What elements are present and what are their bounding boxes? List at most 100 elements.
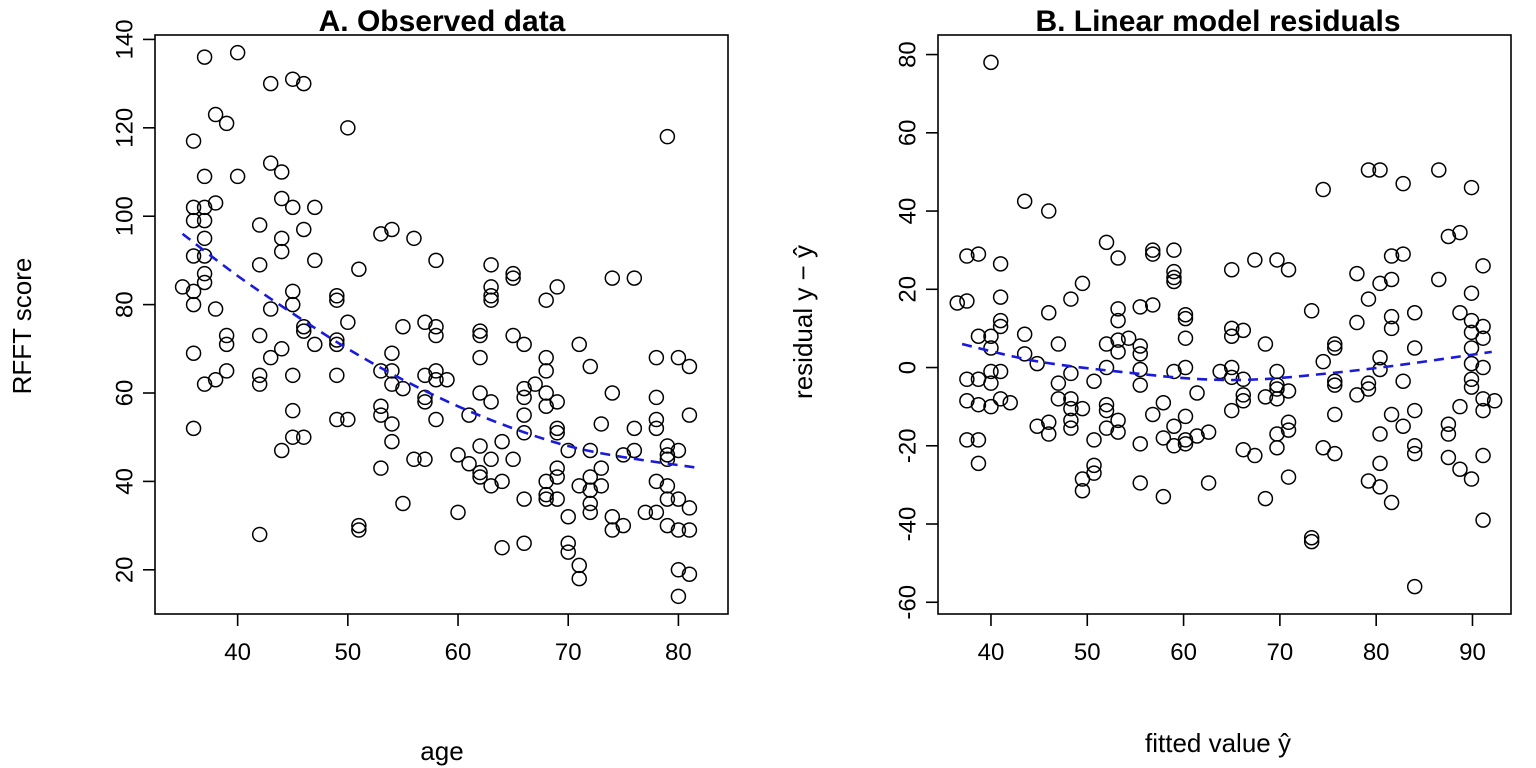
data-point <box>549 394 565 410</box>
data-point <box>284 296 301 313</box>
data-point <box>262 301 279 317</box>
data-point <box>1132 361 1148 378</box>
data-point <box>307 199 323 216</box>
data-point <box>549 469 565 485</box>
data-point <box>549 425 565 441</box>
data-point <box>983 398 999 415</box>
data-point <box>1098 402 1115 419</box>
data-point <box>1303 303 1320 319</box>
data-point <box>516 425 532 441</box>
y-tick-label: 120 <box>112 108 139 148</box>
data-point <box>1280 469 1297 485</box>
data-point <box>1145 242 1161 258</box>
data-point <box>1360 375 1377 391</box>
data-point <box>659 517 676 534</box>
data-point <box>615 447 632 463</box>
data-point <box>329 288 345 304</box>
data-point <box>1475 359 1491 376</box>
data-point <box>1360 381 1377 397</box>
data-point <box>1132 346 1148 362</box>
data-point <box>417 451 433 468</box>
data-point <box>538 491 554 507</box>
data-point <box>472 349 488 366</box>
data-point <box>428 252 444 269</box>
data-point <box>1050 375 1067 391</box>
y-tick-label: 80 <box>895 41 922 68</box>
data-point <box>1177 306 1194 323</box>
data-point <box>450 447 466 463</box>
data-point <box>1177 359 1194 376</box>
data-point <box>1360 291 1377 307</box>
data-point <box>284 402 301 419</box>
data-point <box>1327 377 1343 393</box>
data-point <box>659 128 676 145</box>
data-point <box>273 190 290 207</box>
data-point <box>284 283 301 300</box>
data-point <box>1110 301 1126 317</box>
data-point <box>1132 338 1148 354</box>
data-point <box>1155 394 1172 411</box>
data-point <box>296 429 312 445</box>
data-point <box>538 349 554 366</box>
data-point <box>384 416 400 432</box>
data-point <box>681 500 698 516</box>
data-point <box>207 195 224 211</box>
data-point <box>670 522 687 538</box>
data-point <box>218 363 235 379</box>
data-point <box>992 318 1009 335</box>
data-point <box>626 442 643 459</box>
data-point <box>637 504 654 521</box>
data-point <box>428 371 444 388</box>
panel-a-trend-line <box>181 232 701 470</box>
data-point <box>538 398 554 415</box>
data-point <box>1463 471 1480 487</box>
data-point <box>1463 355 1480 372</box>
data-point <box>615 517 632 534</box>
data-point <box>648 473 665 490</box>
data-point <box>970 432 987 448</box>
panel-b-y-label: residual y − ŷ <box>788 245 818 399</box>
data-point <box>983 340 999 356</box>
data-point <box>384 345 400 361</box>
data-point <box>1383 406 1400 423</box>
data-point <box>251 257 268 273</box>
data-point <box>251 376 268 392</box>
data-point <box>1315 353 1331 370</box>
panel-b-points <box>949 54 1503 595</box>
data-point <box>1452 305 1468 321</box>
data-point <box>670 562 687 578</box>
data-point <box>1040 426 1057 442</box>
data-point <box>983 363 999 380</box>
data-point <box>284 71 301 87</box>
data-point <box>1063 365 1079 382</box>
data-point <box>1132 475 1148 491</box>
data-point <box>340 314 356 331</box>
data-point <box>1372 162 1388 178</box>
data-point <box>1050 391 1067 407</box>
panel-observed-data: A. Observed data 40 50 60 70 80 20 40 60 80 100 1… <box>7 5 729 766</box>
data-point <box>196 376 213 392</box>
data-point <box>1406 402 1423 419</box>
panel-a-x-label: age <box>420 736 463 766</box>
data-point <box>262 75 279 92</box>
panel-b-x-axis: 40 50 60 70 80 90 <box>978 614 1486 666</box>
data-point <box>1395 418 1411 434</box>
data-point <box>1098 359 1115 376</box>
data-point <box>538 486 554 503</box>
data-point <box>472 438 488 454</box>
data-point <box>1257 490 1274 507</box>
data-point <box>1395 175 1411 192</box>
data-point <box>207 301 224 317</box>
panel-model-residuals: B. Linear model residuals 40 50 60 70 80 90 -… <box>788 5 1512 758</box>
data-point <box>185 420 202 437</box>
data-point <box>207 106 224 123</box>
y-tick-label: 0 <box>895 361 922 374</box>
data-point <box>1383 271 1400 288</box>
data-point <box>384 376 400 392</box>
data-point <box>185 248 202 264</box>
panel-a-x-axis: 40 50 60 70 80 <box>224 614 692 666</box>
data-point <box>593 416 610 432</box>
data-point <box>670 349 687 366</box>
data-point <box>516 535 532 552</box>
